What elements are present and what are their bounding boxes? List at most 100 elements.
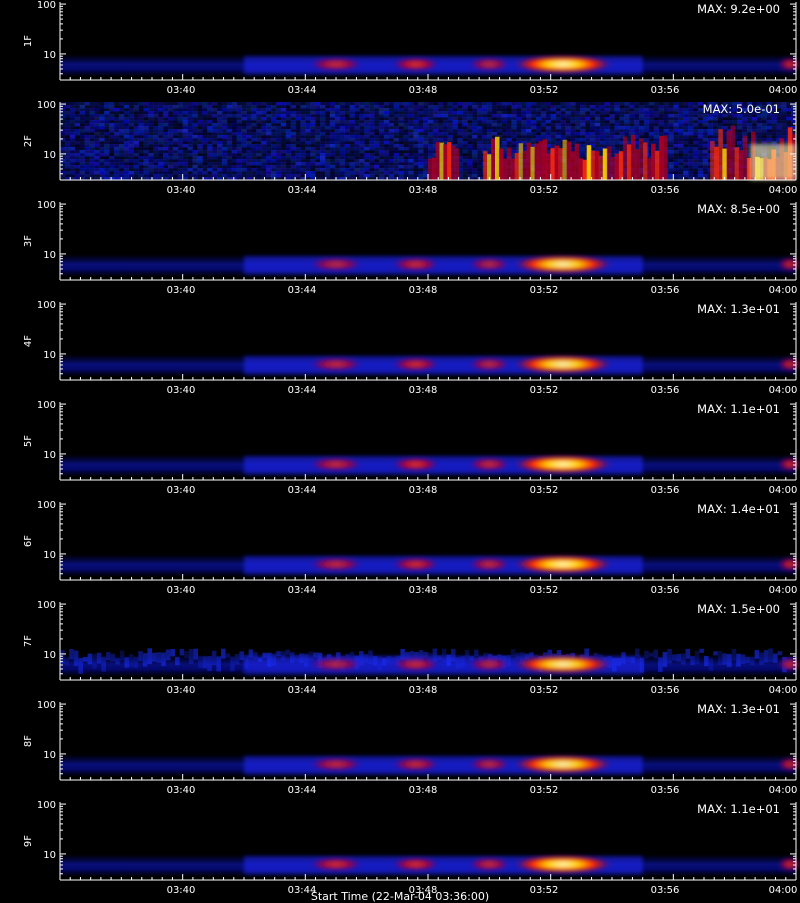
max-label: MAX: 1.1e+01: [697, 402, 780, 416]
x-tick-label: 03:52: [530, 385, 559, 396]
panel-label: 3F: [23, 235, 34, 247]
y-tick-label: 10: [43, 750, 56, 761]
y-tick-label: 100: [37, 100, 56, 111]
max-label: MAX: 5.0e-01: [703, 102, 780, 116]
burst-1F-2: [468, 57, 511, 71]
x-tick-label: 03:48: [409, 185, 438, 196]
y-tick-label: 100: [37, 800, 56, 811]
max-label: MAX: 9.2e+00: [697, 2, 780, 16]
x-tick-label: 03:40: [167, 285, 196, 296]
max-label: MAX: 1.3e+01: [697, 302, 780, 316]
burst-6F-3: [514, 555, 612, 573]
burst-7F-1: [391, 657, 440, 671]
x-tick-label: 03:52: [530, 785, 559, 796]
x-tick-label: 03:44: [288, 185, 317, 196]
y-tick-label: 100: [37, 500, 56, 511]
x-tick-label: 03:44: [288, 785, 317, 796]
panel-label: 9F: [23, 835, 34, 847]
max-label: MAX: 1.4e+01: [697, 502, 780, 516]
panel-2F: 10 100 03:40 03:44 03:48 03:52 03:56 04:00 2F MAX…: [23, 100, 797, 196]
max-label: MAX: 1.5e+00: [697, 602, 780, 616]
x-tick-label: 03:56: [651, 185, 680, 196]
x-tick-label: 03:40: [167, 785, 196, 796]
burst-8F-2: [468, 757, 511, 771]
x-tick-label: 03:52: [530, 285, 559, 296]
burst-7F-2: [468, 657, 511, 671]
burst-8F-0: [309, 757, 364, 771]
x-tick-label: 03:40: [167, 85, 196, 96]
x-tick-label: 03:56: [651, 585, 680, 596]
x-axis-title: Start Time (22-Mar-04 03:36:00): [0, 890, 800, 903]
x-tick-label: 03:56: [651, 285, 680, 296]
panel-label: 7F: [23, 635, 34, 647]
x-tick-label: 03:40: [167, 385, 196, 396]
burst-4F-3: [514, 355, 612, 373]
burst-4F-2: [468, 357, 511, 371]
y-tick-label: 100: [37, 200, 56, 211]
x-tick-label: 04:00: [769, 185, 798, 196]
y-tick-label: 100: [37, 600, 56, 611]
burst-5F-0: [309, 457, 364, 471]
x-tick-label: 03:48: [409, 585, 438, 596]
burst-4F-0: [309, 357, 364, 371]
x-tick-label: 03:44: [288, 385, 317, 396]
burst-3F-0: [309, 257, 364, 271]
y-tick-label: 10: [43, 50, 56, 61]
x-tick-label: 03:40: [167, 485, 196, 496]
y-tick-label: 100: [37, 700, 56, 711]
burst-1F-3: [514, 55, 612, 73]
x-tick-label: 03:40: [167, 185, 196, 196]
y-tick-label: 10: [43, 150, 56, 161]
max-label: MAX: 1.1e+01: [697, 802, 780, 816]
burst-1F-0: [309, 57, 364, 71]
x-tick-label: 04:00: [769, 785, 798, 796]
burst-9F-1: [391, 857, 440, 871]
x-tick-label: 03:44: [288, 685, 317, 696]
burst-7F-0: [309, 657, 364, 671]
x-tick-label: 03:52: [530, 185, 559, 196]
burst-7F-3: [514, 655, 612, 673]
panel-label: 6F: [23, 535, 34, 547]
x-tick-label: 03:48: [409, 85, 438, 96]
y-tick-label: 10: [43, 550, 56, 561]
y-tick-label: 10: [43, 650, 56, 661]
panel-label: 1F: [23, 35, 34, 47]
panel-label: 5F: [23, 435, 34, 447]
burst-3F-2: [468, 257, 511, 271]
panel-label: 2F: [23, 135, 34, 147]
burst-8F-3: [514, 755, 612, 773]
burst-5F-1: [391, 457, 440, 471]
y-tick-label: 100: [37, 400, 56, 411]
x-tick-label: 03:40: [167, 685, 196, 696]
max-label: MAX: 1.3e+01: [697, 702, 780, 716]
panel-label: 4F: [23, 335, 34, 347]
x-tick-label: 03:44: [288, 285, 317, 296]
x-tick-label: 03:52: [530, 485, 559, 496]
x-tick-label: 03:48: [409, 285, 438, 296]
y-tick-label: 10: [43, 250, 56, 261]
x-tick-label: 04:00: [769, 685, 798, 696]
max-label: MAX: 8.5e+00: [697, 202, 780, 216]
x-tick-label: 03:48: [409, 385, 438, 396]
x-tick-label: 03:48: [409, 685, 438, 696]
x-tick-label: 03:48: [409, 485, 438, 496]
x-tick-label: 04:00: [769, 85, 798, 96]
x-tick-label: 03:56: [651, 785, 680, 796]
x-tick-label: 03:56: [651, 485, 680, 496]
x-tick-label: 03:44: [288, 85, 317, 96]
x-tick-label: 03:56: [651, 385, 680, 396]
burst-4F-1: [391, 357, 440, 371]
burst-6F-0: [309, 557, 364, 571]
panel-label: 8F: [23, 735, 34, 747]
burst-6F-1: [391, 557, 440, 571]
burst-3F-3: [514, 255, 612, 273]
x-tick-label: 04:00: [769, 385, 798, 396]
